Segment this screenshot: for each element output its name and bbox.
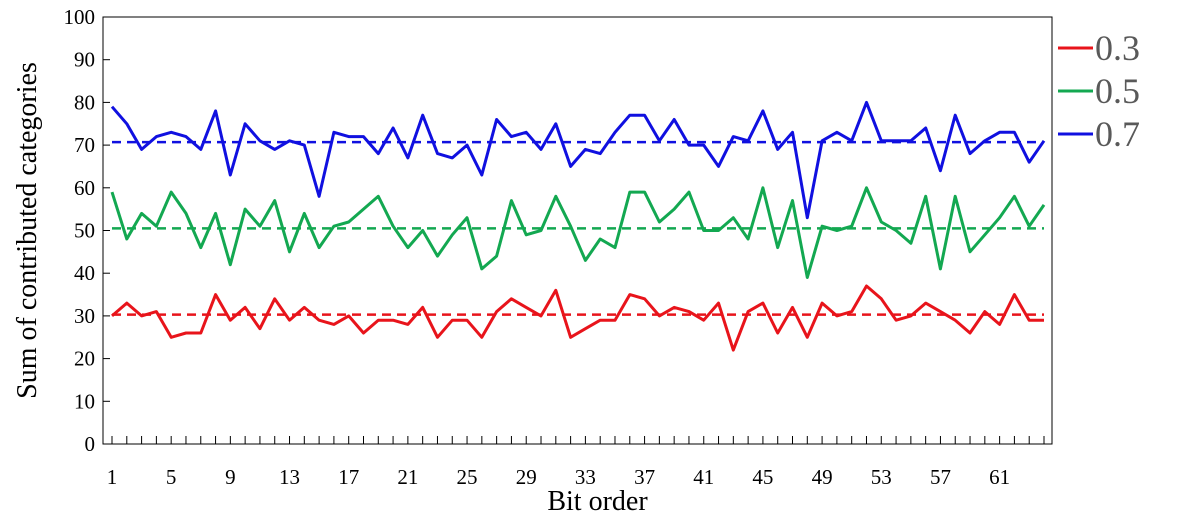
legend-label-0.3: 0.3 [1095,28,1140,68]
x-tick-label: 1 [107,465,118,489]
y-tick-label: 50 [74,219,95,243]
y-tick-label: 30 [74,304,95,328]
y-tick-label: 90 [74,48,95,72]
legend-label-0.7: 0.7 [1095,114,1140,154]
legend: 0.30.50.7 [1058,28,1140,154]
series-lines [110,100,1046,352]
series-line-0.7 [110,100,1046,220]
y-tick-label: 70 [74,133,95,157]
x-tick-label: 29 [516,465,537,489]
y-tick-label: 40 [74,261,95,285]
series-line-0.5 [110,186,1046,279]
y-axis-title: Sum of contributed categories [12,62,43,399]
x-axis: 1 5 9 13 17 21 25 29 33 37 41 45 49 53 57 61 [107,436,1045,489]
mean-lines [112,140,1044,316]
y-tick-label: 60 [74,176,95,200]
plot-frame [102,16,1053,445]
x-tick-label: 37 [634,465,655,489]
x-tick-label: 5 [166,465,177,489]
x-tick-label: 41 [693,465,714,489]
x-tick-label: 61 [989,465,1010,489]
plot-area [102,16,1053,445]
x-tick-label: 17 [338,465,359,489]
x-tick-label: 9 [225,465,236,489]
y-tick-label: 10 [74,389,95,413]
y-tick-label: 20 [74,347,95,371]
y-axis: 0 10 20 30 40 50 60 70 80 90 100 [64,5,110,456]
x-tick-label: 21 [397,465,418,489]
x-tick-label: 57 [930,465,951,489]
x-tick-label: 33 [575,465,596,489]
y-tick-label: 80 [74,90,95,114]
x-tick-label: 49 [812,465,833,489]
x-tick-label: 53 [871,465,892,489]
legend-label-0.5: 0.5 [1095,71,1140,111]
series-line-0.3 [111,284,1044,352]
y-tick-label: 100 [64,5,96,29]
x-tick-label: 45 [752,465,773,489]
x-tick-label: 13 [279,465,300,489]
x-axis-title: Bit order [547,486,648,517]
y-tick-label: 0 [85,432,96,456]
x-tick-label: 25 [457,465,478,489]
